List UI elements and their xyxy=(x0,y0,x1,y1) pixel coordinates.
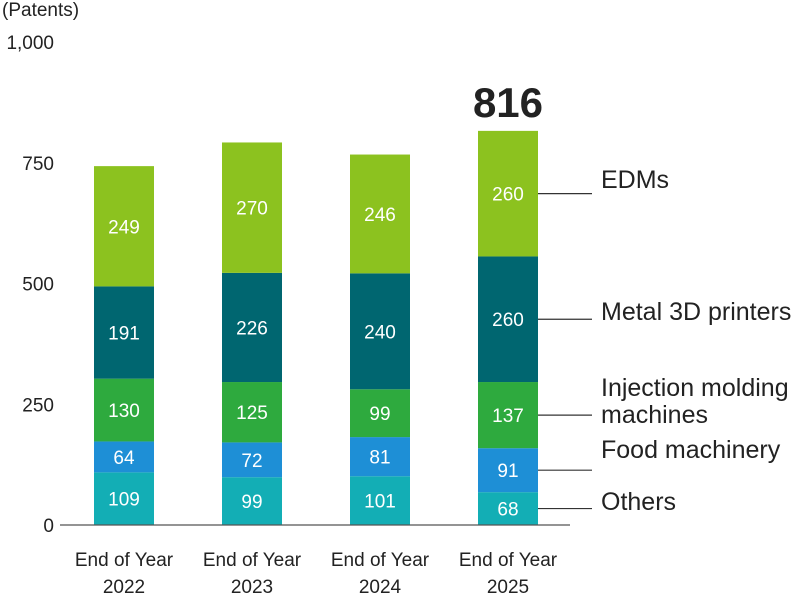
x-tick-label: 2023 xyxy=(231,577,273,594)
bar-segment xyxy=(222,382,282,443)
bar-segment xyxy=(478,130,538,257)
data-label: 137 xyxy=(492,406,524,427)
x-tick-label: End of Year xyxy=(459,550,558,571)
data-label: 240 xyxy=(364,322,396,343)
data-label: 68 xyxy=(497,500,518,521)
data-label: 109 xyxy=(108,490,140,511)
total-label-2025: 816 xyxy=(473,79,543,126)
data-label: 191 xyxy=(108,324,140,345)
data-label: 226 xyxy=(236,318,268,339)
legend-label-line: machines xyxy=(601,401,708,429)
legend-label: Injection molding machines xyxy=(601,374,789,429)
legend-label-line: Metal 3D printers xyxy=(601,298,791,326)
bar-segment xyxy=(350,273,410,390)
data-label: 246 xyxy=(364,205,396,226)
y-tick-label: 0 xyxy=(43,516,54,537)
bar-segment xyxy=(94,441,154,473)
x-tick-label: 2024 xyxy=(359,577,402,594)
bar-segment xyxy=(222,142,282,273)
data-label: 260 xyxy=(492,310,524,331)
data-label: 99 xyxy=(241,492,262,513)
y-tick-label: 500 xyxy=(22,275,54,296)
data-label: 72 xyxy=(241,451,262,472)
bar-segment xyxy=(350,437,410,477)
legend-label: EDMs xyxy=(601,166,669,194)
bar-segment xyxy=(350,389,410,438)
bar-segment xyxy=(478,492,538,525)
data-label: 64 xyxy=(113,448,135,469)
data-label: 125 xyxy=(236,403,268,424)
legend-label-line: EDMs xyxy=(601,166,669,194)
bars: 109 64 130 191 249 99 72 125 226 270 101 81 99 240 246… xyxy=(94,130,538,525)
x-tick-label: 2025 xyxy=(487,577,529,594)
data-label: 81 xyxy=(369,448,390,469)
bar-segment xyxy=(222,272,282,383)
data-label: 91 xyxy=(497,461,518,482)
legend-label-line: Injection molding xyxy=(601,374,789,402)
bar-segment xyxy=(94,166,154,287)
bar-segment xyxy=(478,448,538,493)
y-tick-label: 250 xyxy=(22,395,54,416)
legend-label-line: Food machinery xyxy=(601,436,781,464)
x-tick-label: End of Year xyxy=(331,550,430,571)
data-label: 99 xyxy=(369,404,390,425)
y-tick-label: 750 xyxy=(22,154,54,175)
y-axis: 0 250 500 750 1,000 xyxy=(6,33,54,537)
data-label: 270 xyxy=(236,199,268,220)
legend-label-line: Others xyxy=(601,488,676,516)
bar-segment xyxy=(94,286,154,379)
legend: Others Food machinery Injection molding mac… xyxy=(538,166,791,516)
y-axis-unit-label: (Patents) xyxy=(2,0,79,21)
legend-label: Metal 3D printers xyxy=(601,298,791,326)
bar-segment xyxy=(350,154,410,274)
data-label: 249 xyxy=(108,217,140,238)
bar-segment xyxy=(222,442,282,478)
bar-segment xyxy=(94,472,154,525)
legend-label: Others xyxy=(601,488,676,516)
bar-segment xyxy=(478,256,538,383)
y-tick-label: 1,000 xyxy=(6,33,54,54)
legend-label: Food machinery xyxy=(601,436,781,464)
x-tick-label: End of Year xyxy=(203,550,302,571)
data-label: 260 xyxy=(492,185,524,206)
x-tick-label: 2022 xyxy=(103,577,145,594)
x-tick-label: End of Year xyxy=(75,550,174,571)
x-axis: End of Year 2022 End of Year 2023 End of Yea… xyxy=(75,550,558,594)
data-label: 130 xyxy=(108,401,140,422)
bar-segment xyxy=(350,476,410,525)
bar-segment xyxy=(478,382,538,449)
bar-segment xyxy=(94,378,154,442)
data-label: 101 xyxy=(364,492,396,513)
bar-segment xyxy=(222,477,282,525)
